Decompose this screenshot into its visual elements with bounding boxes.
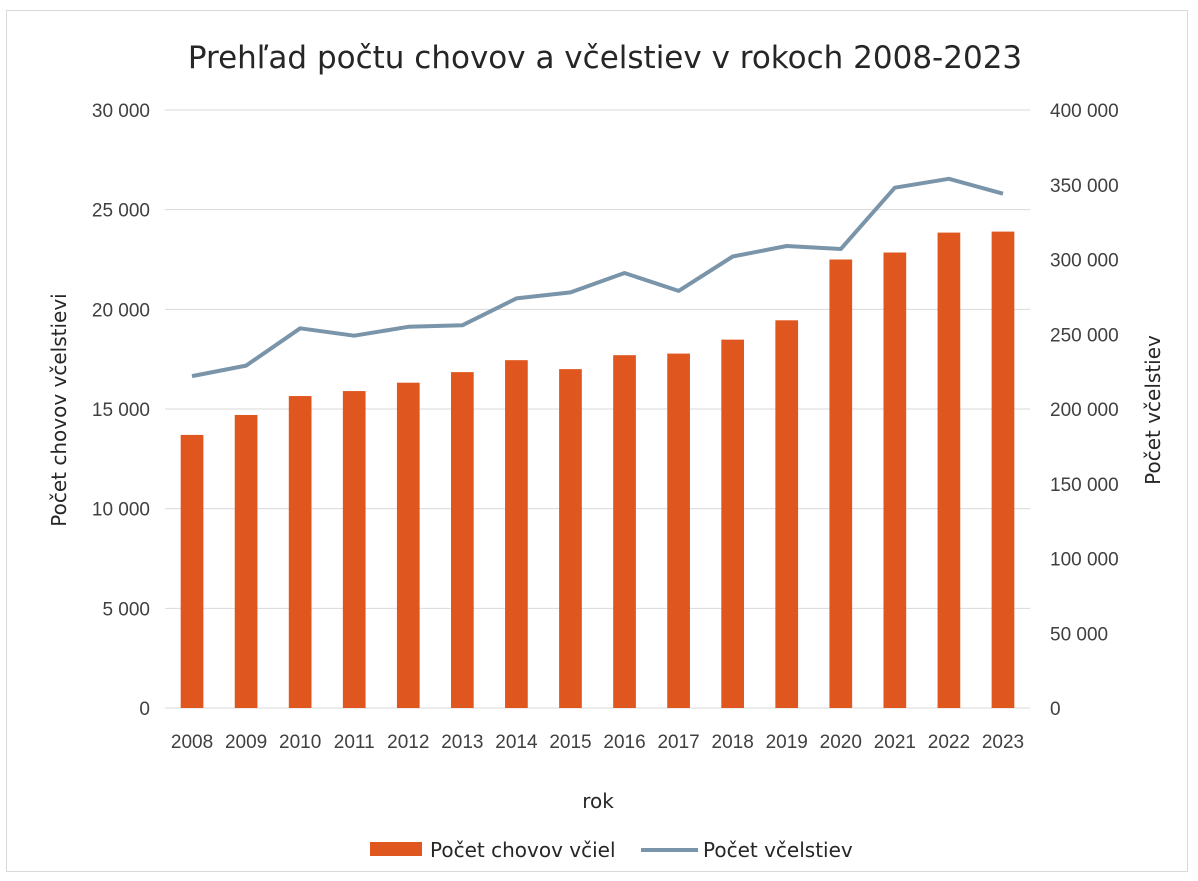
bar bbox=[234, 414, 258, 708]
y2-tick-label: 300 000 bbox=[1050, 251, 1119, 272]
x-tick-label: 2023 bbox=[982, 732, 1024, 753]
bar bbox=[721, 339, 745, 708]
bar bbox=[613, 355, 636, 708]
y-tick-label: 25 000 bbox=[92, 201, 150, 222]
bar-series bbox=[180, 231, 1015, 709]
legend: Počet chovov včiel Počet včelstiev bbox=[370, 838, 853, 862]
left-axis-ticks: 0 5 000 10 000 15 000 20 000 25 000 30 000 bbox=[92, 101, 150, 720]
y-tick-label: 15 000 bbox=[92, 400, 150, 421]
legend-bar-swatch bbox=[370, 842, 422, 856]
y2-tick-label: 350 000 bbox=[1050, 176, 1119, 197]
bar bbox=[883, 252, 907, 709]
y-tick-label: 0 bbox=[139, 699, 150, 720]
x-tick-label: 2020 bbox=[820, 732, 862, 753]
x-tick-label: 2017 bbox=[657, 732, 699, 753]
right-axis-ticks: 0 50 000 100 000 150 000 200 000 250 000 300 0… bbox=[1050, 101, 1119, 720]
x-tick-label: 2011 bbox=[334, 732, 375, 753]
x-tick-label: 2022 bbox=[928, 732, 970, 753]
y2-tick-label: 50 000 bbox=[1050, 624, 1108, 645]
x-axis-ticks: 2008 2009 2010 2011 2012 2013 2014 2015 2016 2017… bbox=[171, 732, 1024, 753]
y2-tick-label: 100 000 bbox=[1050, 550, 1119, 571]
bar bbox=[288, 396, 312, 708]
bar bbox=[559, 369, 582, 708]
y2-tick-label: 150 000 bbox=[1050, 475, 1119, 496]
x-tick-label: 2013 bbox=[441, 732, 483, 753]
y-tick-label: 5 000 bbox=[102, 599, 150, 620]
series-line bbox=[191, 176, 1004, 379]
y-axis-title: Počet chovov včelstievi bbox=[47, 293, 71, 526]
y2-tick-label: 400 000 bbox=[1050, 101, 1119, 122]
x-tick-label: 2021 bbox=[874, 732, 916, 753]
x-tick-label: 2018 bbox=[712, 732, 754, 753]
bar bbox=[180, 434, 204, 708]
bar bbox=[342, 391, 366, 708]
legend-line-label: Počet včelstiev bbox=[703, 838, 853, 862]
bar bbox=[991, 231, 1015, 709]
chart-title: Prehľad počtu chovov a včelstiev v rokoc… bbox=[188, 40, 1022, 76]
y-tick-label: 10 000 bbox=[92, 500, 150, 521]
bar bbox=[775, 320, 799, 708]
x-tick-label: 2016 bbox=[603, 732, 645, 753]
bar bbox=[450, 372, 474, 708]
x-tick-label: 2010 bbox=[279, 732, 321, 753]
bar bbox=[505, 360, 528, 708]
x-tick-label: 2009 bbox=[225, 732, 267, 753]
legend-bar-label: Počet chovov včiel bbox=[430, 838, 616, 862]
x-axis-title: rok bbox=[582, 789, 614, 813]
x-tick-label: 2008 bbox=[171, 732, 213, 753]
x-tick-label: 2019 bbox=[766, 732, 808, 753]
y2-tick-label: 250 000 bbox=[1050, 325, 1119, 346]
bar bbox=[667, 353, 690, 708]
bar bbox=[396, 382, 420, 708]
bar bbox=[937, 232, 961, 708]
x-tick-label: 2014 bbox=[495, 732, 538, 753]
y2-axis-title: Počet včelstiev bbox=[1141, 335, 1165, 485]
y-tick-label: 20 000 bbox=[92, 300, 150, 321]
x-tick-label: 2012 bbox=[387, 732, 429, 753]
bar bbox=[829, 259, 853, 708]
y2-tick-label: 0 bbox=[1050, 699, 1061, 720]
x-tick-label: 2015 bbox=[549, 732, 591, 753]
y-tick-label: 30 000 bbox=[92, 101, 150, 122]
y2-tick-label: 200 000 bbox=[1050, 400, 1119, 421]
line-series bbox=[191, 176, 1004, 379]
